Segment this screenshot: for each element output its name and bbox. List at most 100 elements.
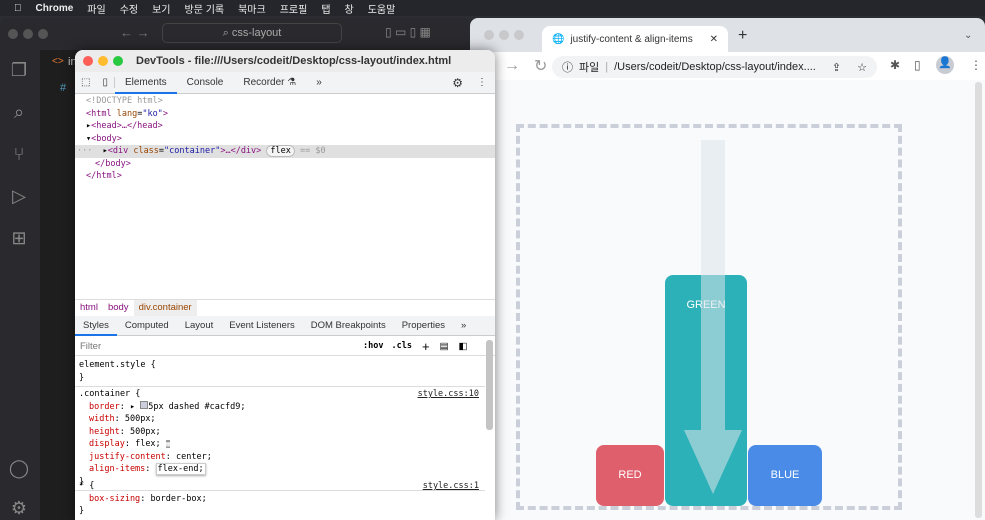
dom-body[interactable]: ▾<body>	[86, 133, 122, 144]
globe-icon: 🌐	[552, 33, 565, 45]
tab-event-listeners[interactable]: Event Listeners	[229, 319, 295, 331]
dom-head[interactable]: ▸<head>…</head>	[86, 121, 163, 131]
extensions-icon[interactable]: ✱	[890, 58, 901, 72]
tab-properties[interactable]: Properties	[401, 319, 446, 331]
close-button[interactable]	[484, 30, 494, 40]
settings-gear-icon[interactable]: ⚙	[10, 498, 28, 518]
side-panel-icon[interactable]: ▯	[914, 58, 921, 72]
menu-kebab-icon[interactable]: ⋮	[477, 77, 487, 88]
source-link[interactable]: style.css:10	[417, 389, 479, 399]
dom-html[interactable]: <html lang="ko">	[86, 108, 168, 119]
menu-history[interactable]: 방문 기록	[177, 4, 225, 16]
minimize-button[interactable]	[98, 56, 108, 66]
new-rule-plus-icon[interactable]: +	[421, 339, 430, 354]
menu-window[interactable]: 창	[337, 4, 354, 16]
source-control-icon[interactable]: ⑂	[13, 144, 25, 164]
info-icon: ⓘ	[562, 62, 573, 74]
menu-tab[interactable]: 탭	[313, 4, 330, 16]
menu-bar:  Chrome 파일 수정 보기 방문 기록 북마크 프로필 탭 창 도움말	[0, 0, 985, 16]
filter-bar: :hov .cls + ▤ ◧	[75, 338, 495, 356]
settings-gear-icon[interactable]: ⚙	[452, 75, 463, 90]
prop-align-items[interactable]: align-items: flex-end;	[89, 463, 206, 475]
crumb-html[interactable]: html	[80, 301, 98, 313]
paint-icon[interactable]: ▤	[439, 341, 449, 352]
prop-justify-content[interactable]: justify-content: center;	[89, 451, 212, 462]
chevron-down-icon[interactable]: ⌄	[964, 30, 973, 41]
toggle-sidebar-icon[interactable]: ◧	[458, 341, 468, 352]
menu-bookmarks[interactable]: 북마크	[230, 4, 266, 16]
reload-icon[interactable]: ↻	[534, 58, 548, 75]
styles-tabs: Styles Computed Layout Event Listeners D…	[75, 316, 495, 336]
hov-toggle[interactable]: :hov	[363, 341, 384, 352]
account-icon[interactable]: ◯	[8, 458, 30, 478]
maximize-button[interactable]	[38, 29, 48, 39]
blue-box: BLUE	[748, 445, 822, 506]
menu-kebab-icon[interactable]: ⋮	[970, 58, 982, 72]
tab-elements[interactable]: Elements	[114, 72, 177, 94]
maximize-button[interactable]	[514, 30, 524, 40]
prop-width[interactable]: width: 500px;	[89, 414, 156, 424]
prop-border[interactable]: border: ▸ 5px dashed #cacfd9;	[89, 400, 246, 412]
menu-view[interactable]: 보기	[144, 4, 170, 16]
menu-profile[interactable]: 프로필	[272, 4, 308, 16]
device-toolbar-icon[interactable]: ▯	[96, 77, 115, 88]
browser-tab[interactable]: 🌐 justify-content & align-items ✕	[542, 26, 728, 52]
rule-universal: * { style.css:1 box-sizing: border-box; …	[75, 478, 485, 520]
css-hash: #	[60, 82, 67, 94]
tab-recorder[interactable]: Recorder ⚗	[243, 76, 297, 88]
prop-box-sizing[interactable]: box-sizing: border-box;	[89, 493, 207, 504]
breadcrumb: html body div.container	[75, 299, 495, 316]
minimize-button[interactable]	[499, 30, 509, 40]
cls-toggle[interactable]: .cls	[391, 341, 412, 352]
explorer-icon[interactable]: ❐	[10, 60, 28, 80]
close-button[interactable]	[83, 56, 93, 66]
filter-input[interactable]	[75, 338, 355, 355]
prop-height[interactable]: height: 500px;	[89, 426, 161, 437]
dom-div-container[interactable]: ··· ▸<div class="container">…</div> flex…	[75, 145, 495, 158]
tab-dom-breakpoints[interactable]: DOM Breakpoints	[310, 319, 386, 331]
share-icon[interactable]: ⇪	[831, 61, 842, 74]
command-center-search[interactable]: ⌕ css-layout	[162, 23, 342, 43]
minimize-button[interactable]	[23, 29, 33, 39]
apple-icon[interactable]: 	[14, 3, 22, 14]
source-link[interactable]: style.css:1	[422, 481, 479, 491]
dom-tree: <!DOCTYPE html> <html lang="ko"> ▸<head>…	[75, 95, 495, 183]
menu-app[interactable]: Chrome	[28, 2, 74, 14]
menu-edit[interactable]: 수정	[112, 4, 138, 16]
tab-styles[interactable]: Styles	[75, 316, 117, 336]
new-tab-icon[interactable]: +	[738, 27, 748, 44]
address-bar[interactable]: ⓘ 파일 | /Users/codeit/Desktop/css-layout/…	[552, 56, 877, 78]
page-scrollbar[interactable]	[975, 82, 982, 518]
search-icon: ⌕	[222, 27, 232, 39]
crumb-div-container[interactable]: div.container	[133, 299, 197, 316]
profile-avatar[interactable]: 👤	[936, 56, 954, 74]
run-debug-icon[interactable]: ▷	[12, 186, 26, 206]
flex-editor-icon[interactable]: ▦	[165, 440, 171, 448]
color-swatch[interactable]	[140, 400, 149, 409]
tab-console[interactable]: Console	[186, 76, 224, 88]
prop-display[interactable]: display: flex; ▦	[89, 439, 171, 449]
back-arrow-icon[interactable]: ← →	[120, 25, 150, 40]
layout-icons[interactable]: ▯ ▭ ▯ ▦	[385, 25, 431, 39]
crumb-body[interactable]: body	[107, 301, 129, 313]
more-tabs[interactable]: »	[461, 319, 467, 331]
forward-icon[interactable]: →	[504, 57, 520, 74]
star-icon[interactable]: ☆	[857, 61, 867, 74]
tab-computed[interactable]: Computed	[124, 319, 169, 331]
tab-layout[interactable]: Layout	[184, 319, 214, 331]
editor-tab[interactable]: in	[68, 56, 77, 68]
devtools-tabs: ⬚ ▯ Elements Console Recorder ⚗ » ⚙ ⋮	[75, 72, 495, 94]
styles-scrollbar[interactable]	[486, 340, 493, 430]
inspect-icon[interactable]: ⬚	[81, 77, 91, 88]
value-editor[interactable]: flex-end;	[155, 463, 206, 475]
flex-container	[516, 124, 902, 510]
more-tabs[interactable]: »	[316, 76, 322, 88]
close-button[interactable]	[8, 29, 18, 39]
search-icon[interactable]: ⌕	[13, 102, 25, 122]
menu-help[interactable]: 도움말	[360, 4, 396, 16]
close-tab-icon[interactable]: ✕	[709, 33, 718, 45]
flex-badge[interactable]: flex	[266, 145, 295, 157]
menu-file[interactable]: 파일	[79, 4, 105, 16]
maximize-button[interactable]	[113, 56, 123, 66]
extensions-icon[interactable]: ⊞	[11, 228, 27, 248]
